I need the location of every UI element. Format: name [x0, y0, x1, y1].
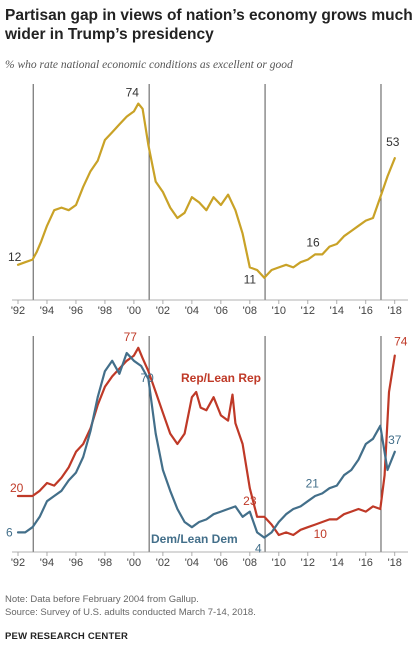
x-tick-label: '14: [330, 557, 344, 569]
data-label: 10: [314, 527, 328, 541]
x-tick-label: '08: [243, 305, 257, 317]
x-tick-label: '06: [214, 557, 228, 569]
data-label: 23: [243, 494, 257, 508]
x-tick-label: '12: [301, 305, 315, 317]
data-label: 53: [386, 135, 400, 149]
data-label: 74: [126, 86, 140, 100]
data-label: 16: [306, 235, 320, 249]
data-label: 37: [388, 433, 402, 447]
x-tick-label: '04: [185, 557, 199, 569]
x-tick-label: '12: [301, 557, 315, 569]
x-tick-label: '14: [330, 305, 344, 317]
series-line-rep: [16, 346, 396, 537]
x-tick-label: '06: [214, 305, 228, 317]
x-tick-label: '02: [156, 305, 170, 317]
x-tick-label: '16: [359, 557, 373, 569]
x-tick-label: '08: [243, 557, 257, 569]
x-tick-label: '10: [272, 557, 286, 569]
x-tick-label: '18: [388, 557, 402, 569]
footer-source: Source: Survey of U.S. adults conducted …: [5, 607, 256, 618]
series-name-label: Dem/Lean Dem: [151, 532, 238, 546]
footer-note: Note: Data before February 2004 from Gal…: [5, 594, 199, 605]
data-label: 12: [8, 250, 22, 264]
x-tick-label: '02: [156, 557, 170, 569]
data-label: 6: [6, 525, 13, 539]
x-tick-label: '98: [98, 557, 112, 569]
chart-partisan: '92 '94 '96 '98 '00 '02 '04 '06 '08 '10 '12 '14 '16 '…: [6, 330, 408, 569]
x-tick-label: '96: [69, 557, 83, 569]
x-tick-label: '94: [40, 305, 54, 317]
x-tick-label: '00: [127, 557, 141, 569]
data-label: 20: [10, 481, 24, 495]
x-tick-label: '18: [388, 305, 402, 317]
x-tick-label: '94: [40, 557, 54, 569]
x-tick-label: '16: [359, 305, 373, 317]
series-line-total: [16, 102, 396, 279]
data-label: 74: [394, 335, 408, 349]
x-tick-label: '96: [69, 305, 83, 317]
x-tick-label: '00: [127, 305, 141, 317]
x-tick-label: '10: [272, 305, 286, 317]
chart-title: Partisan gap in views of nation’s econom…: [5, 7, 413, 43]
chart-total: '92 '94 '96 '98 '00 '02 '04 '06 '08 '10 '12 '14 '16 '…: [8, 84, 408, 317]
series-line-dem: [16, 351, 396, 539]
series-name-label: Rep/Lean Rep: [181, 371, 261, 385]
data-label: 11: [244, 272, 257, 286]
data-label: 21: [306, 476, 320, 490]
data-label: 77: [124, 330, 138, 344]
data-label: 4: [255, 542, 262, 556]
org-name: PEW RESEARCH CENTER: [5, 631, 129, 642]
x-tick-label: '98: [98, 305, 112, 317]
x-tick-label: '92: [11, 305, 25, 317]
chart-subtitle: % who rate national economic conditions …: [5, 59, 293, 71]
x-tick-label: '04: [185, 305, 199, 317]
x-tick-label: '92: [11, 557, 25, 569]
data-label: 70: [140, 371, 154, 385]
